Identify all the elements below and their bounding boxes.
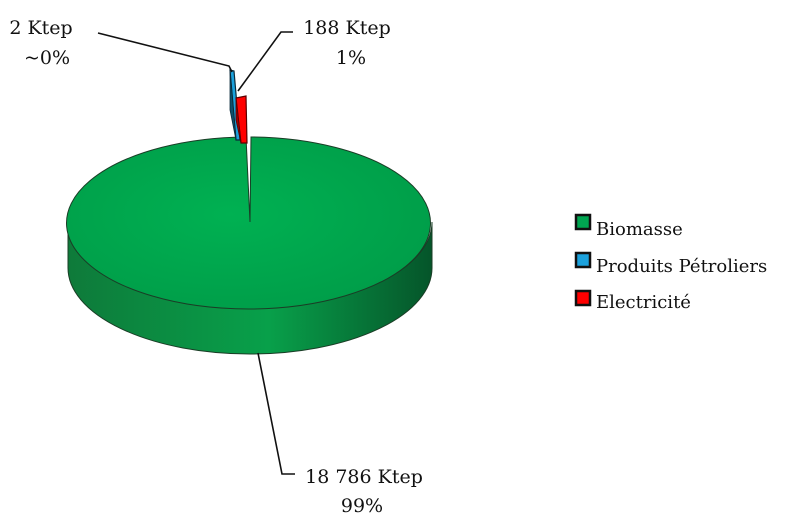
data-label-electricite-pct: 1% bbox=[336, 47, 366, 69]
data-label-produits-pct: ~0% bbox=[24, 47, 70, 69]
legend-label-biomasse: Biomasse bbox=[596, 219, 683, 240]
pie-slice-electricite-side bbox=[235, 97, 242, 144]
data-label-electricite-value: 188 Ktep bbox=[303, 17, 391, 39]
leader-line-produits-petroliers bbox=[97, 32, 233, 73]
legend-swatch-electricite bbox=[574, 289, 592, 307]
pie-slice-biomasse bbox=[66, 136, 431, 310]
legend-label-electricite: Electricité bbox=[596, 292, 691, 313]
pie-slice-produits-petroliers-side bbox=[229, 69, 237, 141]
legend: Biomasse Produits Pétroliers Electricité bbox=[574, 213, 767, 313]
data-label-biomasse-pct: 99% bbox=[341, 495, 383, 515]
legend-label-produits-petroliers: Produits Pétroliers bbox=[596, 256, 767, 277]
leader-line-electricite bbox=[237, 31, 293, 92]
leader-line-biomasse bbox=[257, 352, 295, 475]
data-label-produits-value: 2 Ktep bbox=[9, 17, 72, 39]
legend-swatch-produits-petroliers bbox=[574, 251, 592, 269]
legend-swatch-biomasse bbox=[574, 213, 592, 231]
data-label-biomasse-value: 18 786 Ktep bbox=[305, 466, 423, 488]
